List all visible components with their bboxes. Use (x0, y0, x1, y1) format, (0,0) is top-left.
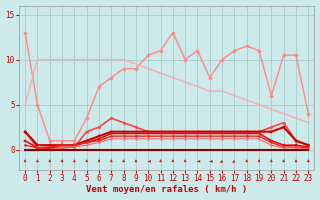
X-axis label: Vent moyen/en rafales ( km/h ): Vent moyen/en rafales ( km/h ) (86, 185, 247, 194)
